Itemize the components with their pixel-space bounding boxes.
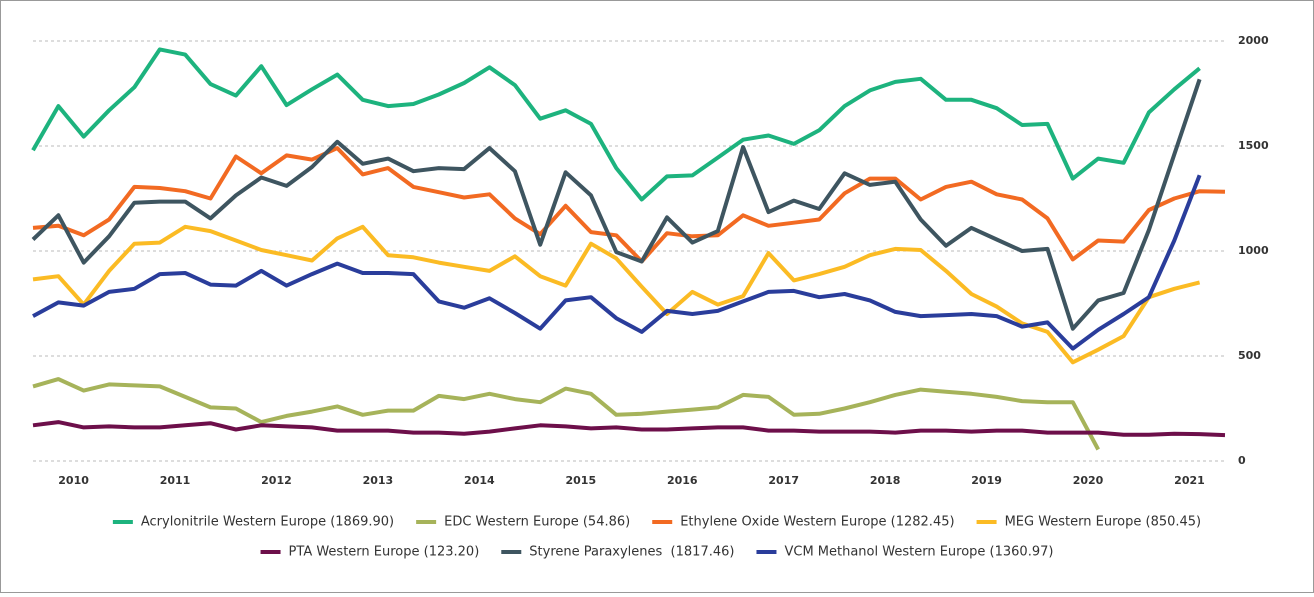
- x-tick-label: 2017: [768, 474, 799, 487]
- x-tick-label: 2018: [870, 474, 901, 487]
- y-tick-label: 1000: [1238, 244, 1269, 257]
- series-line: [32, 224, 1201, 365]
- legend-label: PTA Western Europe (123.20): [289, 545, 480, 560]
- series-line: [32, 146, 1226, 264]
- legend-label: VCM Methanol Western Europe (1360.97): [784, 545, 1053, 560]
- series-line: [31, 47, 1201, 202]
- y-tick-label: 0: [1238, 454, 1246, 467]
- legend-label: Ethylene Oxide Western Europe (1282.45): [680, 515, 954, 530]
- x-tick-label: 2015: [566, 474, 597, 487]
- x-tick-label: 2012: [261, 474, 292, 487]
- x-tick-label: 2011: [160, 474, 191, 487]
- x-tick-label: 2013: [363, 474, 394, 487]
- series-line: [31, 78, 1202, 331]
- legend-label: EDC Western Europe (54.86): [444, 515, 630, 530]
- legend-label: Styrene Paraxylenes (1817.46): [529, 545, 734, 560]
- x-tick-label: 2020: [1073, 474, 1104, 487]
- legend-label: Acrylonitrile Western Europe (1869.90): [141, 515, 394, 530]
- x-tick-label: 2010: [58, 474, 89, 487]
- x-tick-label: 2021: [1174, 474, 1205, 487]
- x-tick-label: 2014: [464, 474, 495, 487]
- series-line: [32, 420, 1226, 438]
- legend-label: MEG Western Europe (850.45): [1005, 515, 1202, 530]
- series-line: [32, 377, 1100, 451]
- y-tick-label: 500: [1238, 349, 1261, 362]
- x-tick-label: 2016: [667, 474, 698, 487]
- x-tick-label: 2019: [971, 474, 1002, 487]
- y-tick-label: 2000: [1238, 34, 1269, 47]
- series-line: [32, 174, 1202, 351]
- y-tick-label: 1500: [1238, 139, 1269, 152]
